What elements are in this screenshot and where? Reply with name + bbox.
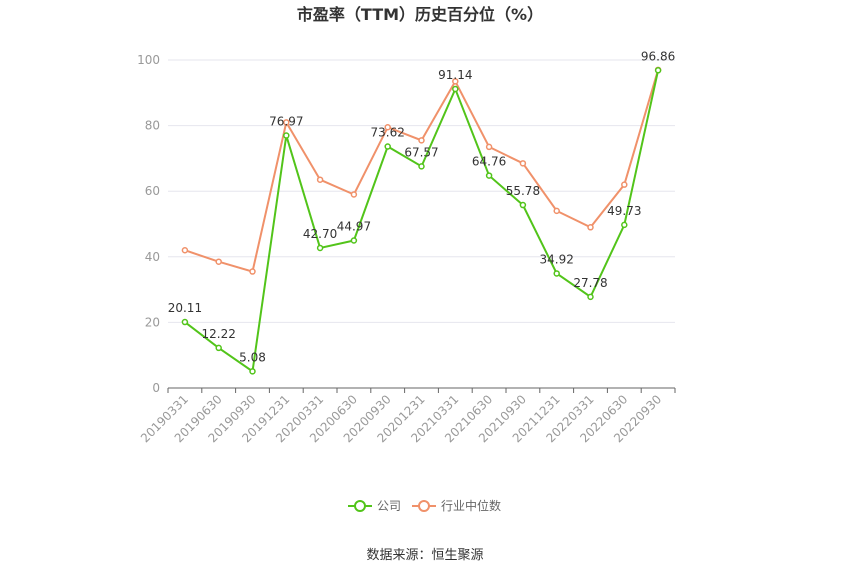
data-point xyxy=(350,191,358,198)
legend-marker xyxy=(418,500,430,512)
y-tick-label: 80 xyxy=(145,119,160,133)
legend-label: 公司 xyxy=(377,499,401,513)
data-label: 34.92 xyxy=(540,252,574,266)
data-point xyxy=(654,67,662,74)
data-label: 73.62 xyxy=(371,126,405,140)
source-note: 数据来源：恒生聚源 xyxy=(366,548,483,563)
data-label: 67.57 xyxy=(404,145,438,159)
data-point xyxy=(418,137,425,144)
legend-item[interactable]: 公司 xyxy=(348,499,401,513)
data-point xyxy=(553,270,560,277)
data-point xyxy=(283,119,290,126)
data-point xyxy=(249,368,256,375)
data-point xyxy=(249,268,256,275)
data-point xyxy=(215,258,222,265)
data-point xyxy=(181,246,189,254)
data-point xyxy=(621,221,628,229)
data-point xyxy=(587,224,594,231)
data-point xyxy=(384,123,391,131)
data-label: 91.14 xyxy=(438,68,472,82)
y-tick-label: 60 xyxy=(145,184,160,198)
data-point xyxy=(452,78,459,85)
data-point xyxy=(316,176,324,183)
legend-item[interactable]: 行业中位数 xyxy=(412,498,501,513)
data-label: 96.86 xyxy=(641,49,675,63)
y-tick-label: 100 xyxy=(137,53,160,67)
x-axis: 2019033120190630201909302019123120200331… xyxy=(138,387,676,445)
y-tick-label: 20 xyxy=(145,315,160,329)
data-point xyxy=(553,207,560,215)
legend-label: 行业中位数 xyxy=(441,498,501,513)
data-point xyxy=(350,237,358,244)
data-point xyxy=(485,143,493,151)
data-label: 5.08 xyxy=(239,350,266,364)
series-line xyxy=(184,69,660,273)
data-label: 20.11 xyxy=(168,301,202,315)
data-point xyxy=(283,132,290,139)
data-label: 49.73 xyxy=(607,204,641,218)
grid-lines xyxy=(168,59,675,323)
data-point xyxy=(621,181,628,188)
data-point xyxy=(519,160,527,167)
data-point xyxy=(418,163,425,170)
data-label: 12.22 xyxy=(202,327,236,341)
data-label: 27.78 xyxy=(573,276,607,290)
y-axis: 0 20 40 60 80 100 xyxy=(137,53,160,395)
data-point xyxy=(587,293,594,301)
data-label: 76.97 xyxy=(269,115,303,129)
data-point xyxy=(384,143,391,150)
chart-title: 市盈率（TTM）历史百分位（%） xyxy=(297,5,543,24)
series-line xyxy=(184,70,660,374)
data-point xyxy=(452,85,459,93)
data-point xyxy=(316,244,324,252)
series-layer xyxy=(181,66,662,375)
y-tick-label: 0 xyxy=(152,381,160,395)
data-label: 42.70 xyxy=(303,227,337,241)
y-tick-label: 40 xyxy=(145,250,160,264)
legend[interactable]: 公司 行业中位数 xyxy=(348,498,501,513)
data-label: 64.76 xyxy=(472,155,506,169)
data-point xyxy=(215,344,222,352)
data-label: 44.97 xyxy=(337,219,371,233)
data-label: 55.78 xyxy=(506,184,540,198)
legend-marker xyxy=(354,500,366,512)
data-point xyxy=(485,172,493,179)
data-point xyxy=(181,318,189,326)
data-point xyxy=(519,201,527,209)
